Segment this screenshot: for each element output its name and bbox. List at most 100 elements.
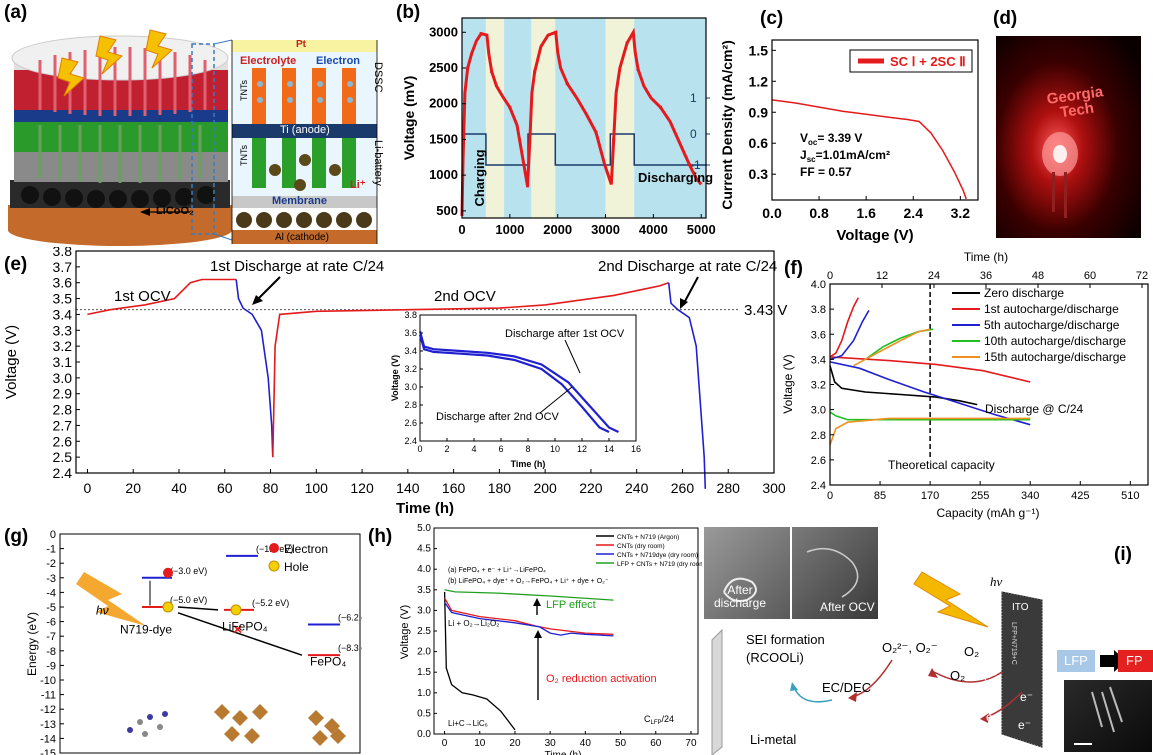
panel-f: (f) 0 85 170 255 340 425 510 0 12 24 36 48 60 72 2.4 2.… — [770, 247, 1153, 522]
after-discharge-label: After discharge — [713, 583, 767, 610]
chart-h-eq-b: (b) LiFePO₄ + dye⁺ + O₂→FePO₄ + Li⁺ + dy… — [448, 578, 609, 585]
chart-h-rate-sub: LFP — [651, 720, 662, 726]
inset-ytick-label-6: 3.6 — [404, 328, 417, 338]
chart-e-xtick-label-10: 200 — [533, 480, 557, 496]
chart-e-annotation-1st-ocv: 1st OCV — [114, 288, 171, 305]
chart-h-legend-label-3: LFP + CNTs + N719 (dry room) — [617, 561, 702, 568]
chart-h-legend-label-1: CNTs (dry room) — [617, 543, 665, 550]
o2-species-label: O₂²⁻, O₂⁻ — [882, 640, 938, 655]
chart-h-xtick-label-7: 70 — [685, 738, 697, 749]
chart-g-level-label-5: (−8.3 eV) — [338, 643, 362, 653]
chart-e-arrowhead-2 — [680, 298, 688, 309]
chart-g-arrow-blocked — [177, 612, 303, 656]
chart-g-legend-hole: Hole — [284, 560, 309, 574]
chart-g-octa-3 — [224, 726, 240, 742]
chart-b-point-0-3 — [466, 66, 470, 70]
chart-g-octa-1 — [232, 710, 248, 726]
inset-xtick-label-1: 2 — [444, 444, 449, 454]
chart-g-fepo4-octa-3 — [330, 728, 346, 744]
electron-label-1: e⁻ — [984, 670, 998, 684]
chart-b-point-0-39 — [659, 105, 663, 109]
chart-e-xtick-label-3: 60 — [217, 480, 233, 496]
chart-e-xtick-label-7: 140 — [396, 480, 420, 496]
inset-xtick-label-7: 14 — [604, 444, 614, 454]
chart-f-series-5 — [829, 297, 860, 358]
panel-label-c: (c) — [760, 8, 784, 29]
chart-h-ytick-label-1: 0.5 — [417, 708, 431, 719]
chart-g-cross: × — [233, 622, 242, 639]
chart-f-ytick-label-7: 3.8 — [811, 304, 826, 316]
chart-b-annotation-discharging: Discharging — [638, 170, 713, 185]
chart-g-lightning — [76, 572, 146, 626]
chart-f-series-0 — [829, 365, 978, 406]
chart-h-ytick-label-0: 0.0 — [417, 729, 431, 740]
chart-c-note-jsc-sub: sc — [807, 155, 816, 164]
chart-e-ytick-label-12: 3.6 — [53, 275, 73, 291]
chart-g-molecules — [127, 704, 346, 746]
chart-b-point-0-30 — [612, 137, 616, 141]
chart-g-ytick-label-9: -9 — [46, 660, 56, 672]
inset-ytick-label-4: 3.2 — [404, 364, 417, 374]
chart-f-xtick-label-0: 0 — [827, 490, 833, 502]
chart-c-ytick-label-0: 0.3 — [749, 166, 769, 182]
chart-c-legend-label: SC Ⅰ + 2SC Ⅱ — [890, 54, 966, 69]
chart-e-ytick-label-7: 3.1 — [53, 354, 73, 370]
chart-e-ytick-label-8: 3.2 — [53, 338, 73, 354]
chart-g-electron — [163, 567, 173, 578]
chart-g-atom-3 — [127, 727, 133, 733]
schematic-tnts-bottom-label: TNTs — [239, 145, 249, 166]
chart-e-xtick-label-1: 20 — [125, 480, 141, 496]
chart-e-xtick-label-11: 220 — [579, 480, 603, 496]
chart-b-point-0-27 — [594, 130, 598, 134]
o2-label-a: O₂ — [964, 644, 980, 659]
chart-h-xlabel: Time (h) — [545, 750, 582, 755]
chart-b-series-0 — [460, 27, 703, 215]
chart-e-series-2 — [272, 281, 669, 458]
schematic-li-battery-label: Li-battery — [372, 140, 384, 186]
inset-annotation-2nd: Discharge after 2nd OCV — [436, 411, 560, 423]
electron-label-2: e⁻ — [1020, 690, 1034, 704]
panel-d: (d) Georgia Tech — [986, 0, 1153, 247]
chart-c-ytick-label-2: 0.9 — [749, 104, 769, 120]
chart-g: 0 -1 -2 -3 -4 -5 -6 -7 -8 -9 -10 -11 -12 -13 -14 -15 Ene… — [25, 529, 362, 755]
chart-g-ytick-label-6: -6 — [46, 617, 56, 629]
chart-g-ytick-label-3: -3 — [46, 573, 56, 585]
chart-f-series-4 — [829, 417, 1031, 446]
chart-e-xtick-label-0: 0 — [84, 480, 92, 496]
inset-annotation-1st: Discharge after 1st OCV — [505, 328, 625, 340]
chart-b-xtick-label-0: 0 — [458, 222, 465, 237]
chart-g-fepo4-octa-2 — [312, 730, 328, 746]
chart-b-ytick-label-0: 500 — [436, 203, 458, 218]
chart-b-point-0-18 — [533, 70, 537, 74]
chart-g-legend-hole-dot — [268, 560, 280, 572]
chart-g-ytick-label-10: -10 — [40, 675, 56, 687]
inset-pointer-1 — [564, 339, 581, 374]
chart-g-atom-0 — [137, 719, 143, 725]
chart-h-xtick-label-6: 60 — [650, 738, 662, 749]
chart-f-ytick-label-6: 3.6 — [811, 329, 826, 341]
chart-g-legend-electron: Electron — [284, 542, 328, 556]
chart-h-xtick-label-2: 20 — [509, 738, 521, 749]
chart-f-legend-label-2: 5th autocharge/discharge — [984, 318, 1120, 332]
chart-g-level-label-0: (−3.0 eV) — [170, 566, 207, 576]
chart-h-ytick-label-8: 4.0 — [417, 564, 431, 575]
chart-c: 0.0 0.8 1.6 2.4 3.2 0.3 0.6 0.9 1.2 1.5 Voltage (V… — [719, 39, 979, 244]
chart-f-top-xtick-label-2: 24 — [928, 270, 940, 282]
chart-b-xtick-label-1: 1000 — [495, 222, 524, 237]
chart-b-point-0-12 — [508, 105, 512, 109]
chart-g-arrow-transfer — [177, 606, 219, 611]
chart-c-note-jsc: Jsc=1.01mA/cm² — [800, 148, 890, 164]
chart-c-note-voc-sub: oc — [808, 138, 818, 147]
panel-label-b: (b) — [396, 2, 421, 23]
chart-e-annotation-2nd-discharge: 2nd Discharge at rate C/24 — [598, 258, 777, 275]
electron-label-4: e⁻ — [1018, 718, 1032, 732]
panel-c: (c) 0.0 0.8 1.6 2.4 3.2 0.3 0.6 0.9 1.2 1.5 Voltag… — [716, 0, 986, 247]
chart-h-ytick-label-4: 2.0 — [417, 647, 431, 658]
chart-g-legend-electron-dot — [269, 543, 279, 553]
panel-g: (g) 0 -1 -2 -3 -4 -5 -6 -7 -8 -9 -10 -11 -12 -13 -14 -1… — [0, 522, 362, 755]
chart-f-legend-label-4: 15th autocharge/discharge — [984, 350, 1126, 364]
chart-e-ytick-label-9: 3.3 — [53, 322, 73, 338]
li-metal-label: Li-metal — [750, 732, 797, 747]
chart-f-xtick-label-3: 255 — [971, 490, 989, 502]
chart-b-point-0-15 — [526, 184, 530, 188]
